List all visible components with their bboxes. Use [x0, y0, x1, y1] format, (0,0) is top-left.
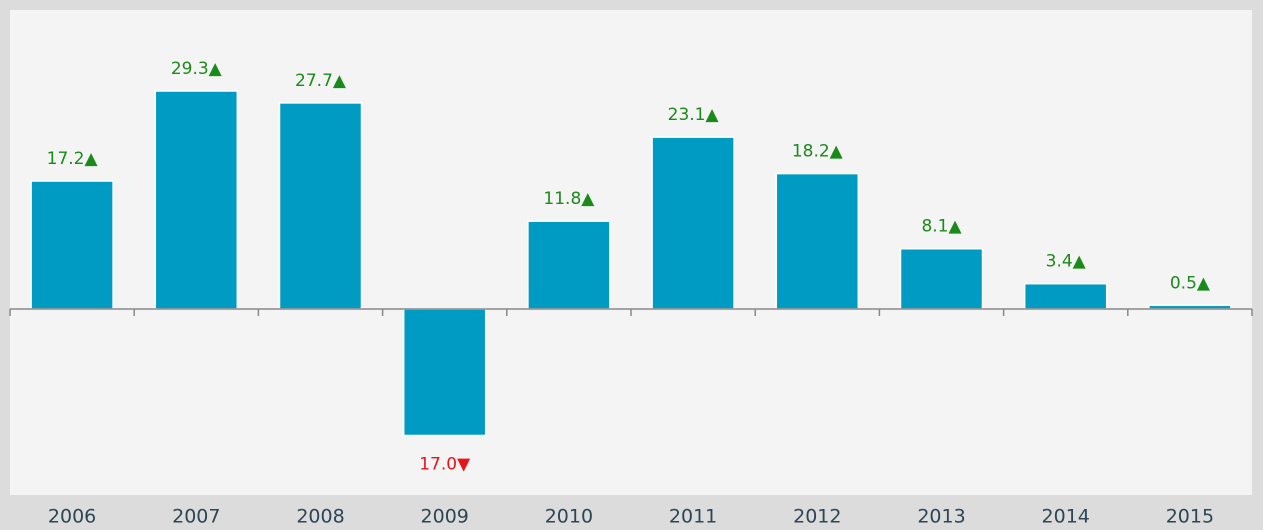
x-tick-label: 2015	[1166, 506, 1214, 528]
data-label: 27.7▲	[295, 71, 347, 91]
x-tick-label: 2011	[669, 506, 717, 528]
x-tick-label: 2010	[545, 506, 593, 528]
x-tick-label: 2006	[48, 506, 96, 528]
bar	[278, 102, 363, 310]
bar	[527, 220, 611, 310]
bar	[1023, 282, 1108, 310]
bar	[154, 90, 239, 310]
x-tick-label: 2012	[793, 506, 841, 528]
x-tick-label: 2007	[172, 506, 220, 528]
bar	[651, 136, 735, 310]
data-label: 3.4▲	[1046, 252, 1087, 272]
data-label: 8.1▲	[921, 217, 962, 237]
data-label: 17.2▲	[47, 149, 99, 169]
data-label: 11.8▲	[543, 189, 595, 209]
data-label: 17.0▼	[419, 454, 471, 474]
data-label: 29.3▲	[171, 59, 223, 79]
data-label: 23.1▲	[668, 105, 720, 125]
x-tick-label: 2014	[1042, 506, 1090, 528]
data-label: 18.2▲	[792, 142, 844, 162]
data-label: 0.5▲	[1170, 273, 1211, 293]
x-tick-label: 2013	[917, 506, 965, 528]
x-tick-label: 2008	[296, 506, 344, 528]
bar	[775, 172, 860, 310]
x-tick-label: 2009	[421, 506, 469, 528]
bar	[402, 308, 487, 437]
bar	[30, 180, 114, 310]
bar	[899, 247, 984, 310]
